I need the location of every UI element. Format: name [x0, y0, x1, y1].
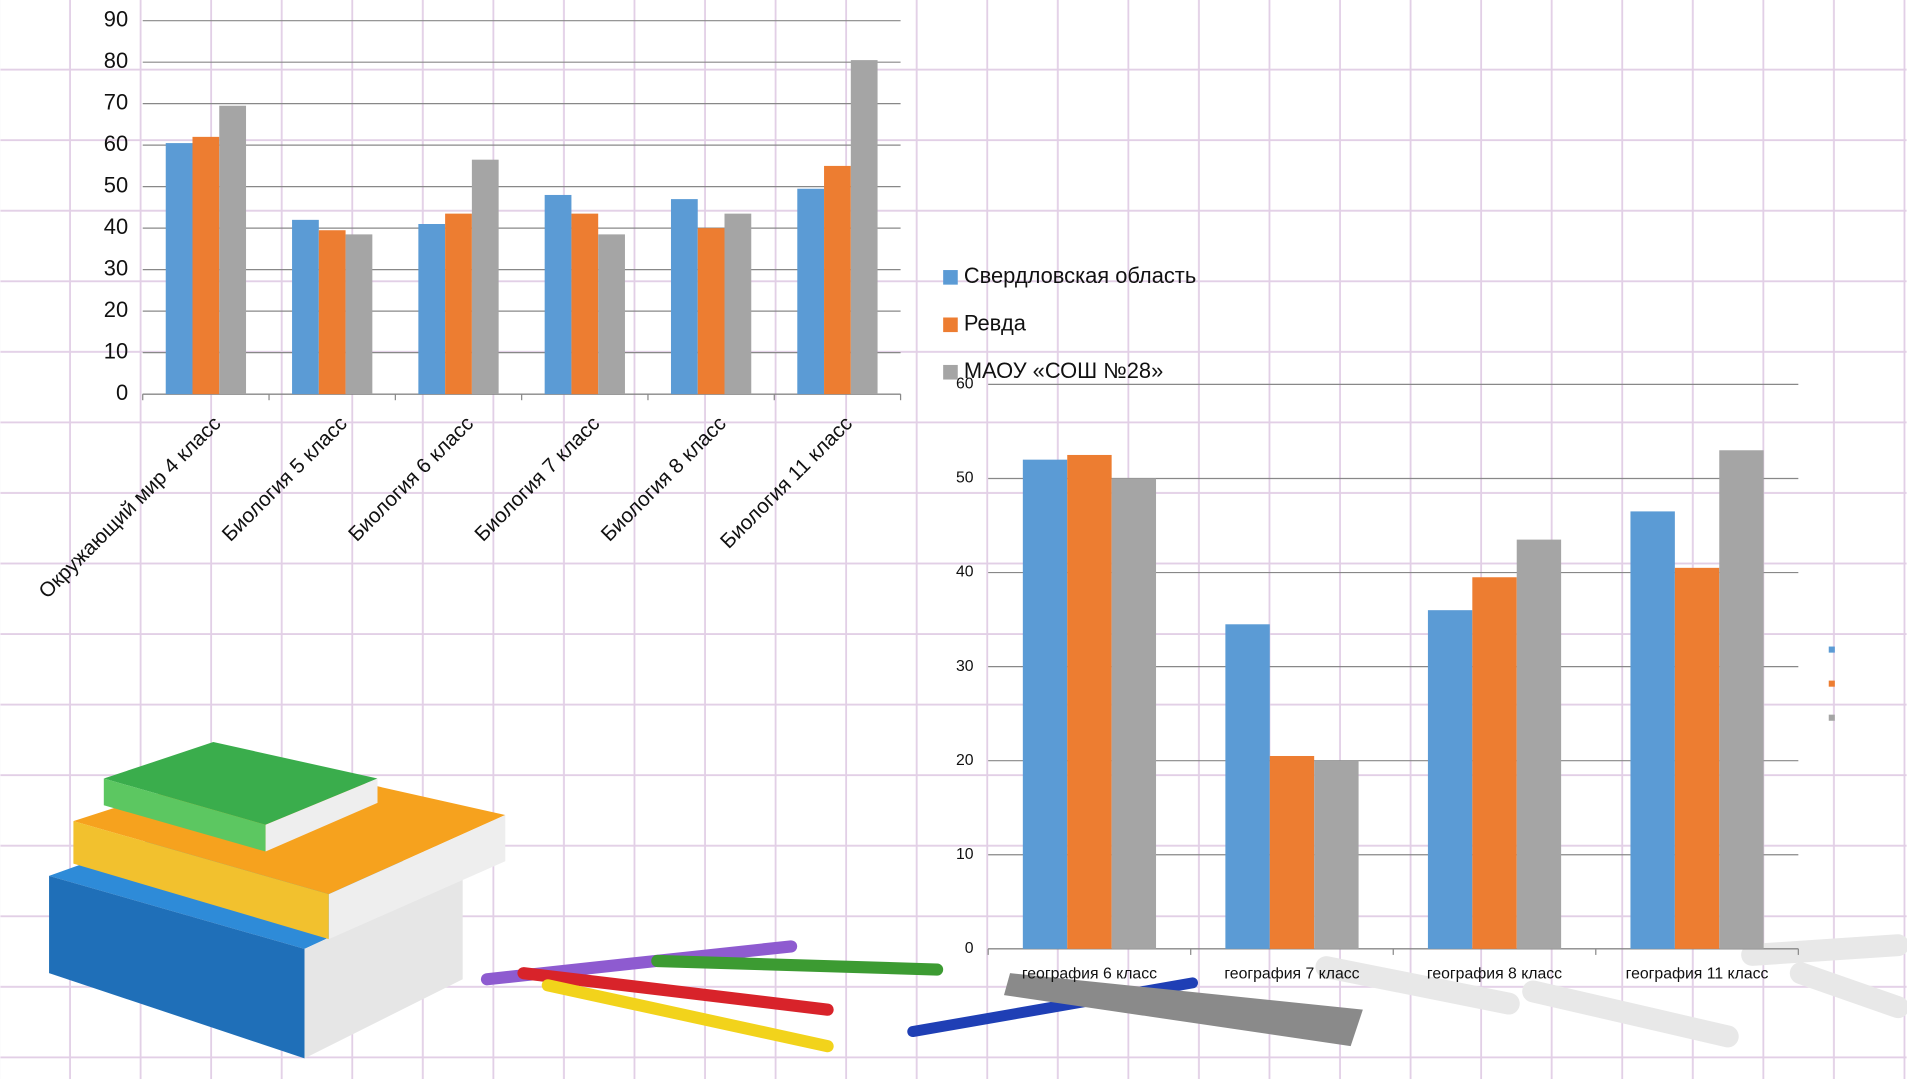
- y-tick-label: 10: [956, 846, 974, 863]
- bar: [471, 159, 499, 395]
- books-decoration: [49, 742, 506, 1059]
- bar: [165, 143, 193, 395]
- bar: [345, 234, 373, 395]
- legend-swatch: [1828, 646, 1835, 653]
- bar: [1719, 450, 1764, 949]
- y-tick-label: 40: [104, 214, 128, 239]
- bar: [1314, 760, 1359, 949]
- legend-label: Свердловская область: [964, 263, 1196, 288]
- legend-label: МАОУ «СОШ №28»: [964, 358, 1163, 383]
- bar: [1022, 459, 1068, 949]
- y-tick-label: 50: [956, 470, 974, 487]
- bar: [697, 228, 725, 395]
- legend-swatch: [943, 317, 958, 333]
- y-tick-label: 0: [965, 940, 974, 957]
- bar: [1630, 511, 1675, 949]
- bar: [724, 213, 752, 395]
- y-tick-label: 20: [104, 297, 128, 322]
- bar: [445, 213, 472, 395]
- y-tick-label: 0: [116, 380, 128, 405]
- bar: [1516, 539, 1562, 949]
- legend-swatch: [943, 270, 958, 285]
- bar: [598, 234, 625, 395]
- bar: [797, 188, 825, 395]
- y-tick-label: 10: [104, 338, 128, 363]
- y-tick-label: 60: [104, 131, 128, 156]
- bar: [318, 230, 346, 395]
- y-tick-label: 30: [104, 255, 128, 280]
- legend-swatch: [943, 364, 958, 380]
- bar: [1067, 454, 1112, 949]
- bar: [824, 165, 851, 395]
- bar: [571, 213, 599, 395]
- legend-swatch: [1828, 714, 1835, 721]
- legend-swatch: [1828, 680, 1835, 687]
- bar: [418, 224, 446, 395]
- bar: [670, 199, 698, 395]
- x-tick-label: география 6 класс: [1022, 966, 1157, 983]
- bar: [1427, 610, 1473, 949]
- bar: [1674, 567, 1720, 949]
- y-tick-label: 60: [956, 376, 974, 393]
- y-tick-label: 30: [956, 658, 974, 675]
- y-tick-label: 20: [956, 752, 974, 769]
- x-tick-label: география 8 класс: [1427, 966, 1562, 983]
- x-tick-label: география 7 класс: [1224, 966, 1359, 983]
- bar: [850, 60, 878, 395]
- bar: [1225, 624, 1270, 949]
- y-tick-label: 50: [104, 172, 128, 197]
- bar: [544, 194, 572, 395]
- bar: [292, 219, 319, 395]
- pencils-decoration: [480, 934, 1907, 1053]
- bar: [219, 105, 247, 395]
- y-tick-label: 40: [956, 564, 974, 581]
- legend-label: Ревда: [964, 311, 1027, 336]
- y-tick-label: 70: [104, 89, 128, 114]
- x-tick-label: география 11 класс: [1626, 966, 1769, 983]
- y-tick-label: 90: [104, 6, 128, 31]
- bar: [1472, 577, 1517, 949]
- bar: [1269, 755, 1315, 949]
- bar: [192, 136, 220, 395]
- bar: [1111, 478, 1157, 949]
- y-tick-label: 80: [104, 48, 128, 73]
